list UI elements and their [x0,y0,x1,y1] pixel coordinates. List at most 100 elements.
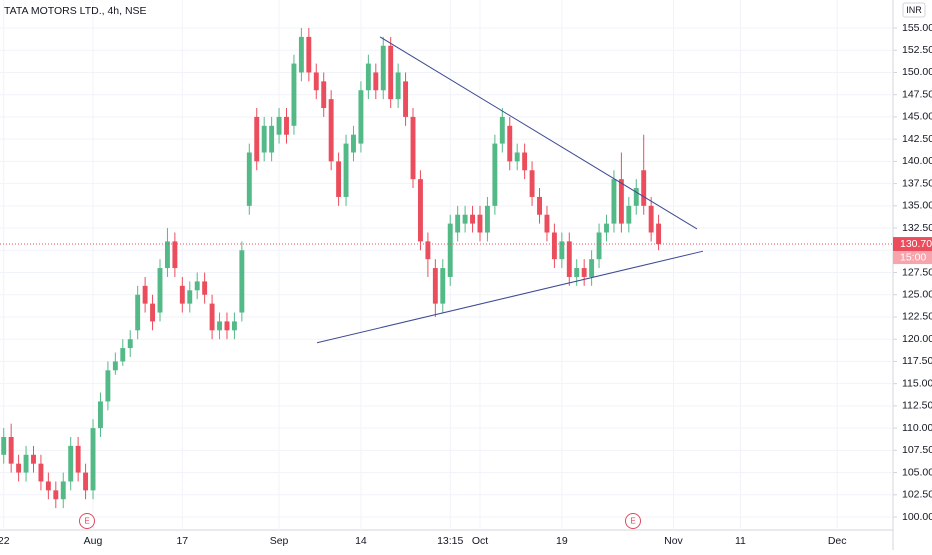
candle-body [105,370,111,402]
candle-body [544,214,550,233]
candle-body [633,188,639,206]
candle-body [455,214,461,233]
candle-body [365,63,371,91]
y-tick-label: 127.50 [902,266,932,278]
x-tick-label: Dec [828,535,847,547]
candle-body [38,463,44,482]
candle-body [641,170,647,206]
candle-body [306,36,312,73]
candle-body [98,401,103,429]
candle-body [150,303,156,322]
candle-body [596,232,602,260]
y-tick-label: 142.50 [902,133,932,145]
candle-body [611,179,617,224]
candle-body [514,152,520,162]
y-tick-label: 147.50 [902,88,932,100]
event-marker [79,513,95,529]
x-tick-label: 14 [355,535,367,547]
y-tick-label: 132.50 [902,222,932,234]
candle-body [8,436,14,464]
candle-body [336,161,342,197]
y-tick-label: 107.50 [902,444,932,456]
candle-body [351,134,356,153]
x-tick-label: Aug [84,535,103,547]
candle-body [462,214,468,224]
candle-body [618,179,624,224]
x-tick-label: 17 [176,535,188,547]
y-tick-label: 105.00 [902,466,932,478]
candle-body [484,205,490,233]
last-price-box [893,237,932,252]
candle-body [648,205,654,233]
x-tick-label: Nov [664,535,683,547]
trend-line [316,250,704,344]
last-time-box [893,251,932,265]
y-tick-label: 150.00 [902,66,932,78]
x-tick-label: 13:15 [437,535,463,547]
candle-body [499,116,505,144]
x-tick-label: Oct [472,535,488,547]
trend-line [379,36,698,230]
candle-body [120,348,126,362]
x-tick-label: 22 [0,535,10,547]
candle-body [254,116,260,162]
y-tick-label: 102.50 [902,489,932,501]
candle-body [187,290,193,304]
y-tick-label: 122.50 [902,311,932,323]
candle-body [417,179,423,242]
candle-body [477,214,483,233]
candle-body [626,205,632,224]
candle-body [410,116,416,180]
candle-body [321,81,327,109]
candle-body [529,170,535,197]
candle-body [16,463,22,473]
candle-body [164,241,170,269]
candle-body [261,125,267,153]
candle-body [537,196,542,215]
currency: INR [906,5,922,15]
y-tick-label: 112.50 [902,400,932,412]
candle-body [209,303,215,331]
candle-body [172,241,178,269]
candle-body [239,250,245,313]
candle-body [246,152,252,206]
candle-body [202,281,208,295]
candle-body [380,45,386,91]
y-tick-label: 155.00 [902,22,932,34]
candle-body [507,125,513,162]
y-tick-label: 145.00 [902,111,932,123]
y-tick-label: 135.00 [902,200,932,212]
candle-body [574,268,580,277]
candle-body [53,490,59,500]
candle-body [291,63,297,126]
candle-body [284,116,289,135]
candle-body [269,125,275,153]
candle-body [328,99,334,162]
candle-body [179,285,185,304]
candle-body [135,294,141,331]
y-tick-label: 125.00 [902,289,932,301]
y-tick-label: 115.00 [902,377,932,389]
candle-body [231,321,237,331]
y-tick-label: 120.00 [902,333,932,345]
chart-title: TATA MOTORS LTD., 4h, NSE [4,5,147,17]
candle-body [432,268,438,304]
candle-body [403,81,409,117]
last-time-label: 15:00 [900,251,926,263]
candle-body [60,481,66,500]
y-tick-label: 117.50 [902,355,932,367]
candle-body [224,321,230,331]
candle-body [31,454,36,464]
candle-body [90,428,96,491]
event-label: E [84,517,89,526]
candle-body [373,72,379,91]
candle-body [75,445,81,473]
y-tick-label: 152.50 [902,44,932,56]
candle-body [1,436,7,455]
candle-body [604,223,609,233]
candle-body [343,143,349,197]
candle-body [425,241,431,260]
x-tick-label: 19 [556,535,568,547]
